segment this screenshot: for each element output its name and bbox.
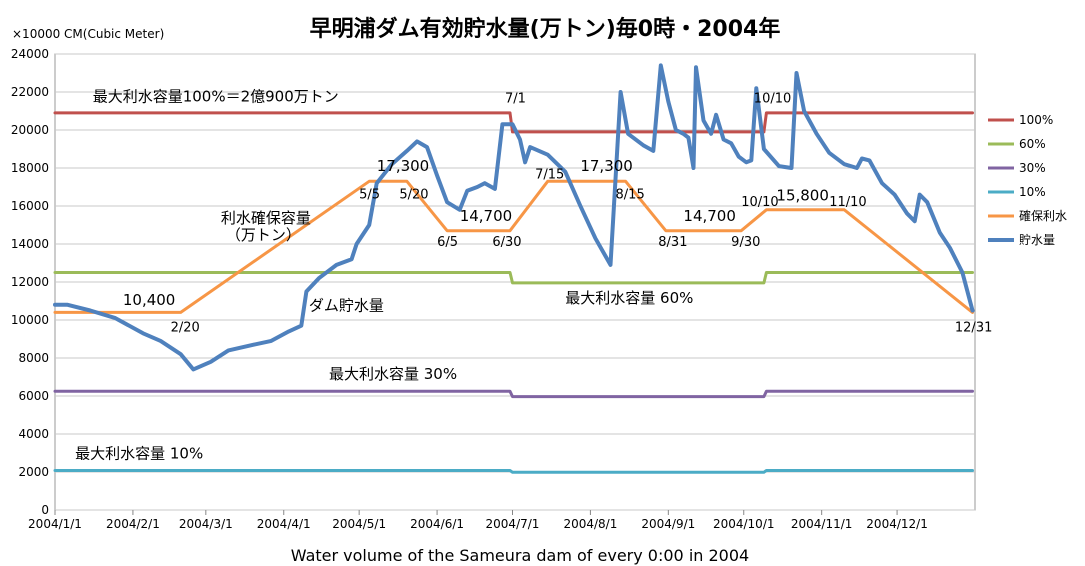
annotation-label: 10/10 <box>754 91 791 106</box>
x-tick-label: 2004/12/1 <box>866 517 928 531</box>
x-tick-label: 2004/10/1 <box>713 517 775 531</box>
x-tick-label: 2004/11/1 <box>791 517 853 531</box>
x-axis-caption: Water volume of the Sameura dam of every… <box>291 546 749 565</box>
y-tick-label: 14000 <box>11 237 49 251</box>
annotation-label: 最大利水容量100%＝2億900万トン <box>93 88 339 106</box>
y-tick-label: 8000 <box>18 351 49 365</box>
annotation-label: 2/20 <box>171 320 200 335</box>
x-tick-label: 2004/2/1 <box>106 517 160 531</box>
annotation-label: 15,800 <box>776 186 829 204</box>
annotation-label: 利水確保容量 <box>221 209 311 227</box>
x-tick-label: 2004/5/1 <box>332 517 386 531</box>
x-tick-label: 2004/9/1 <box>641 517 695 531</box>
x-tick-label: 2004/4/1 <box>257 517 311 531</box>
annotation-label: 9/30 <box>731 235 760 250</box>
annotation-label: 最大利水容量 60% <box>565 289 693 307</box>
annotations: 最大利水容量100%＝2億900万トン 7/1 10/10 17,300 17,300 1… <box>75 88 992 463</box>
y-tick-label: 24000 <box>11 47 49 61</box>
annotation-label: 7/1 <box>505 91 526 106</box>
x-tick-label: 2004/8/1 <box>563 517 617 531</box>
annotation-label: 10/10 <box>741 195 778 210</box>
y-axis: 0 2000 4000 6000 8000 10000 12000 14000 16000 180… <box>11 47 49 517</box>
annotation-label: 5/5 <box>359 187 380 202</box>
annotation-label: 最大利水容量 10% <box>75 445 203 463</box>
x-tick-label: 2004/1/1 <box>28 517 82 531</box>
legend-label: 30% <box>1019 161 1046 175</box>
annotation-label: 12/31 <box>955 320 992 335</box>
annotation-label: 14,700 <box>460 207 513 225</box>
y-tick-label: 2000 <box>18 465 49 479</box>
annotation-label: 17,300 <box>377 157 430 175</box>
annotation-label: 8/15 <box>616 187 645 202</box>
chart-title: 早明浦ダム有効貯水量(万トン)毎0時・2004年 <box>310 16 781 42</box>
series-line-1 <box>53 271 974 285</box>
series-line-0 <box>53 111 974 134</box>
y-tick-label: 16000 <box>11 199 49 213</box>
annotation-label: 6/5 <box>437 235 458 250</box>
legend-label: 100% <box>1019 113 1053 127</box>
annotation-label: 最大利水容量 30% <box>329 365 457 383</box>
x-tick-label: 2004/3/1 <box>179 517 233 531</box>
series-line-3 <box>53 469 974 474</box>
x-tick-label: 2004/7/1 <box>486 517 540 531</box>
legend-label: 確保利水 <box>1019 208 1067 223</box>
annotation-label: 14,700 <box>683 207 736 225</box>
series-line-5 <box>53 63 975 372</box>
annotation-label: 8/31 <box>658 235 687 250</box>
x-tick-label: 2004/6/1 <box>410 517 464 531</box>
series-line-4 <box>53 179 974 314</box>
x-axis: 2004/1/1 2004/2/1 2004/3/1 2004/4/1 2004/5/1… <box>28 510 928 531</box>
legend-label: 60% <box>1019 137 1046 151</box>
annotation-label: （万トン） <box>226 226 301 244</box>
y-tick-label: 0 <box>41 503 49 517</box>
legend-label: 10% <box>1019 185 1046 199</box>
annotation-label: 11/10 <box>829 195 866 210</box>
annotation-label: ダム貯水量 <box>309 297 384 315</box>
unit-label: ×10000 CM(Cubic Meter) <box>12 27 164 41</box>
y-tick-label: 22000 <box>11 85 49 99</box>
legend-label: 貯水量 <box>1019 233 1055 247</box>
y-tick-label: 18000 <box>11 161 49 175</box>
annotation-label: 5/20 <box>399 187 428 202</box>
y-tick-label: 10000 <box>11 313 49 327</box>
annotation-label: 10,400 <box>123 291 176 309</box>
y-tick-label: 6000 <box>18 389 49 403</box>
y-tick-label: 4000 <box>18 427 49 441</box>
series-lines <box>53 63 975 474</box>
y-tick-label: 20000 <box>11 123 49 137</box>
annotation-label: 7/15 <box>535 167 564 182</box>
y-tick-label: 12000 <box>11 275 49 289</box>
annotation-label: 6/30 <box>492 235 521 250</box>
annotation-label: 17,300 <box>580 157 633 175</box>
series-line-2 <box>53 389 974 399</box>
